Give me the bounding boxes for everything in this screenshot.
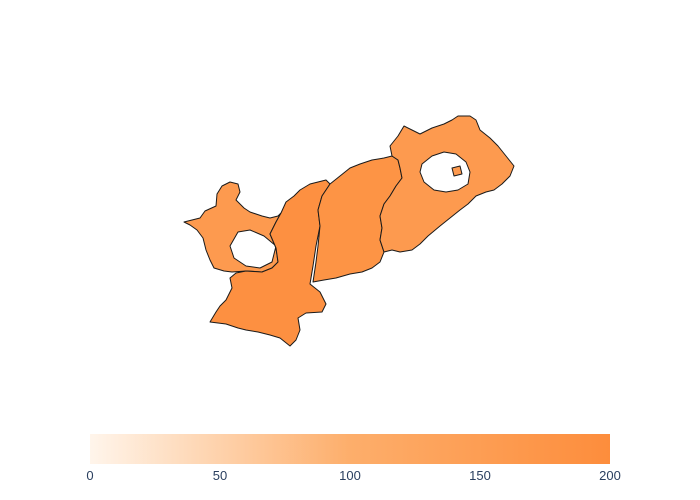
colorbar-ticks: 0 50 100 150 200 [86, 468, 620, 483]
colorbar-tick-label: 50 [213, 468, 227, 483]
colorbar: 0 50 100 150 200 [86, 434, 621, 483]
colorbar-tick-label: 100 [339, 468, 361, 483]
region-east[interactable] [379, 115, 515, 253]
colorbar-tick-label: 0 [86, 468, 93, 483]
colorbar-gradient [90, 434, 610, 464]
colorbar-tick-label: 150 [469, 468, 491, 483]
map-regions [183, 115, 515, 347]
colorbar-tick-label: 200 [599, 468, 621, 483]
region-west[interactable] [183, 181, 282, 273]
